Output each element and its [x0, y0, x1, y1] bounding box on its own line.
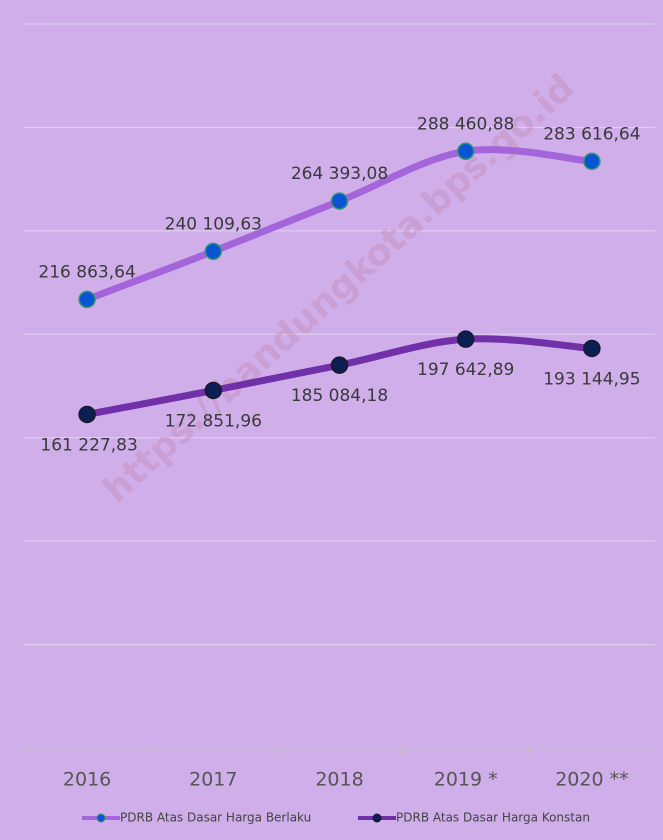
data-label: 240 109,63	[165, 214, 262, 234]
marker	[456, 330, 475, 348]
data-label: 264 393,08	[291, 164, 388, 184]
marker	[456, 142, 475, 161]
data-label: 161 227,83	[40, 435, 137, 455]
data-label: 197 642,89	[417, 360, 514, 380]
marker	[78, 405, 96, 424]
marker	[330, 356, 349, 374]
marker	[204, 381, 223, 400]
x-tick-label: 2016	[63, 769, 111, 791]
legend-marker	[96, 813, 106, 823]
data-label: 172 851,96	[165, 411, 262, 431]
marker	[583, 152, 601, 171]
legend-label: PDRB Atas Dasar Harga Konstan	[396, 811, 590, 825]
x-tick-label: 2019 *	[434, 769, 498, 791]
data-label: 193 144,95	[543, 369, 640, 389]
data-label: 185 084,18	[291, 386, 388, 406]
data-label: 283 616,64	[543, 124, 640, 144]
marker	[583, 339, 601, 358]
legend-label: PDRB Atas Dasar Harga Berlaku	[120, 811, 311, 825]
x-tick-label: 2020 **	[555, 769, 628, 791]
marker	[78, 290, 96, 309]
x-tick-label: 2018	[315, 769, 363, 791]
data-label: 288 460,88	[417, 114, 514, 134]
marker	[204, 242, 223, 261]
marker	[330, 192, 349, 210]
legend-marker	[372, 813, 382, 823]
x-tick-label: 2017	[189, 769, 237, 791]
data-label: 216 863,64	[38, 262, 135, 282]
